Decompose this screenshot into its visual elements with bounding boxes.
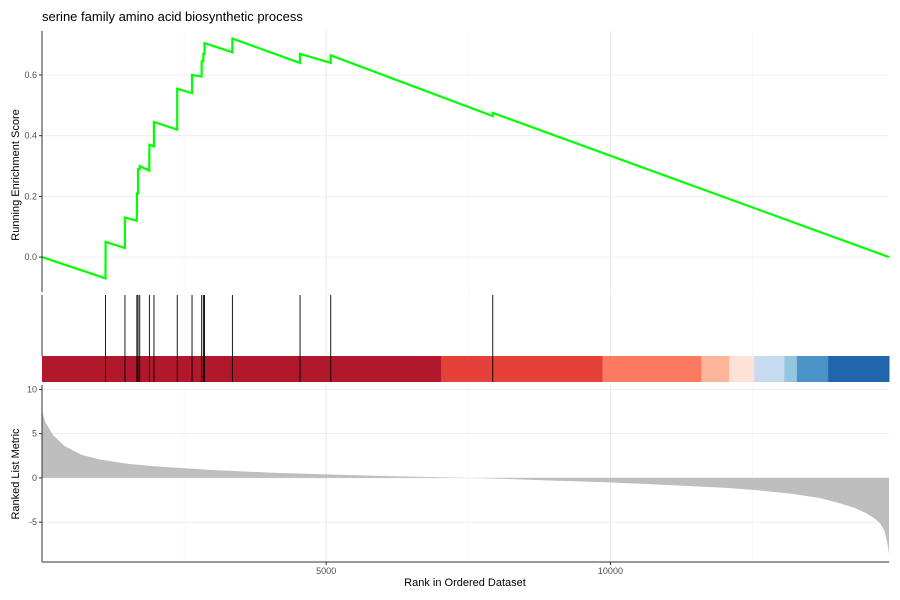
y-tick-label: 0 bbox=[32, 473, 37, 483]
y-tick-label: 0.0 bbox=[24, 252, 37, 262]
x-tick-label: 5000 bbox=[316, 566, 336, 576]
enrichment-y-ticks: 0.0 0.2 0.4 0.6 bbox=[24, 70, 42, 262]
color-bar-segment bbox=[42, 356, 442, 382]
enrichment-gridlines bbox=[42, 31, 889, 292]
color-bar-segment bbox=[796, 356, 829, 382]
x-axis-label: Rank in Ordered Dataset bbox=[404, 577, 526, 589]
hits-gridlines bbox=[183, 295, 753, 356]
color-bar-segment bbox=[784, 356, 798, 382]
metric-panel: -5 0 5 10 5000 10000 Ranked List Metric Rank… bbox=[10, 384, 889, 589]
metric-y-ticks: -5 0 5 10 bbox=[27, 384, 42, 527]
ranked-metric-area bbox=[42, 410, 889, 554]
enrichment-y-label: Running Enrichment Score bbox=[10, 109, 22, 240]
y-tick-label: 10 bbox=[27, 384, 37, 394]
hits-panel bbox=[41, 295, 753, 356]
y-tick-label: 5 bbox=[32, 429, 37, 439]
x-ticks: 5000 10000 bbox=[316, 562, 623, 576]
chart-title: serine family amino acid biosynthetic pr… bbox=[42, 9, 303, 24]
x-tick-label: 10000 bbox=[598, 566, 623, 576]
color-bar-segment bbox=[754, 356, 785, 382]
enrichment-panel: 0.0 0.2 0.4 0.6 Running Enrichment Score bbox=[10, 31, 890, 292]
enrichment-score-line bbox=[41, 37, 890, 280]
color-bar-segment bbox=[602, 356, 702, 382]
color-bar-segment bbox=[701, 356, 730, 382]
color-bar-segment bbox=[729, 356, 755, 382]
color-bar-segment bbox=[441, 356, 603, 382]
metric-y-label: Ranked List Metric bbox=[10, 428, 22, 520]
y-tick-label: 0.2 bbox=[24, 191, 37, 201]
y-tick-label: 0.4 bbox=[24, 131, 37, 141]
rank-color-bar bbox=[42, 356, 890, 382]
y-tick-label: 0.6 bbox=[24, 70, 37, 80]
y-tick-label: -5 bbox=[29, 517, 37, 527]
color-bar-segment bbox=[828, 356, 890, 382]
gene-hit-marks bbox=[105, 295, 494, 382]
